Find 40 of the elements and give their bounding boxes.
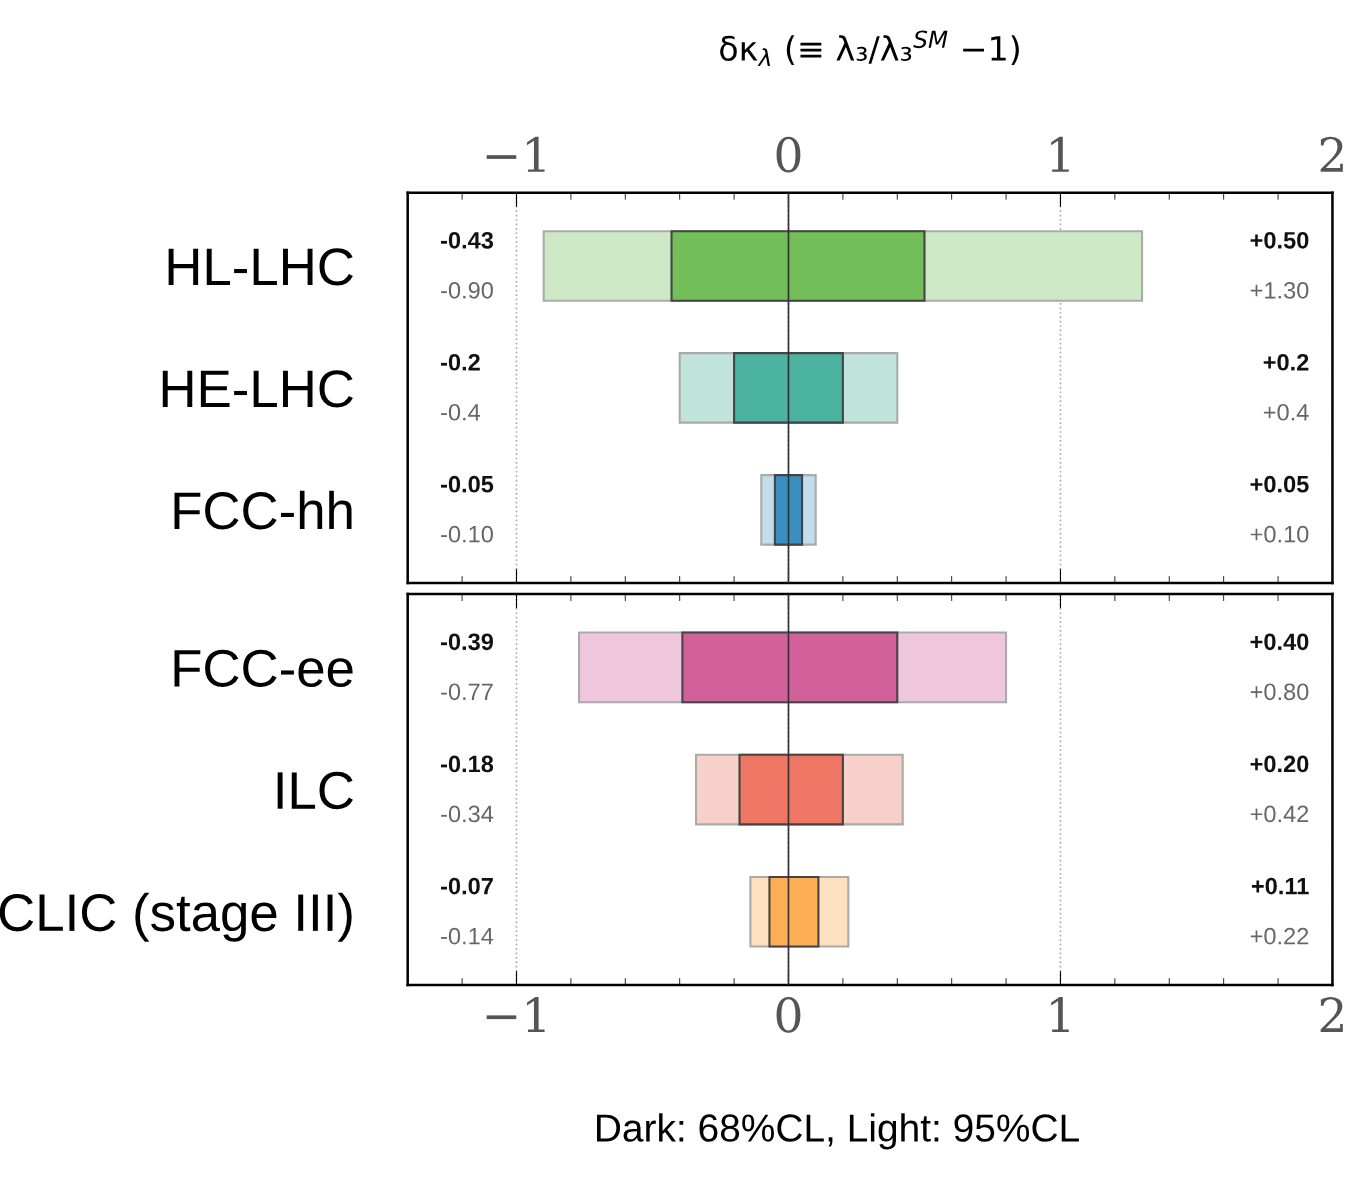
annotation: +0.22: [1250, 927, 1309, 945]
annotation: -0.14: [441, 927, 494, 945]
text: -0.2: [440, 353, 480, 371]
text: -0.90: [441, 281, 493, 299]
annotation: -0.07: [440, 877, 493, 895]
x2-tick-label: 2: [1320, 136, 1343, 172]
text: +1.30: [1250, 281, 1309, 299]
annotation: -0.34: [441, 805, 494, 823]
x-tick-label: −1: [486, 997, 545, 1033]
text: -0.10: [441, 525, 493, 543]
x2-tick-label: 1: [1051, 136, 1069, 172]
y-tick-label: ILC: [277, 771, 353, 810]
y-tick-label: CLIC (stage III): [0, 892, 352, 942]
y-tick-label: FCC-hh: [174, 490, 352, 530]
annotation: -0.77: [441, 683, 493, 701]
text: -0.4: [441, 403, 481, 421]
x-tick-label: 2: [1320, 997, 1343, 1033]
x-tick-label: 1: [1051, 997, 1069, 1033]
annotation: -0.39: [440, 633, 494, 651]
y-tick-label: HL-LHC: [168, 248, 353, 286]
text: Dark: 68%CL, Light: 95%CL: [597, 1113, 1079, 1150]
text: +0.50: [1250, 231, 1309, 249]
y-tick-label: FCC-ee: [174, 649, 353, 688]
text: +0.05: [1250, 475, 1309, 493]
x2-tick-label: 0: [776, 136, 801, 173]
text: +0.10: [1250, 525, 1309, 543]
text: -0.43: [440, 231, 494, 249]
annotation: +0.40: [1250, 633, 1309, 651]
y-tick-label: HE-LHC: [162, 370, 353, 408]
chart-title: δκ$_{λ}$ (≡ λ₃/λ₃$^{SM}$ −1): [720, 30, 1019, 67]
annotation: +0.42: [1250, 805, 1309, 823]
x2-tick-label: −1: [486, 136, 545, 172]
x-tick-label: 0: [776, 997, 801, 1033]
text: -0.05: [440, 475, 494, 493]
annotation: +0.11: [1251, 877, 1309, 895]
annotation: -0.18: [440, 755, 494, 773]
annotation: +0.20: [1250, 755, 1309, 773]
text: +0.4: [1263, 403, 1309, 421]
annotation: +0.80: [1250, 683, 1309, 701]
text: +0.2: [1263, 353, 1309, 371]
